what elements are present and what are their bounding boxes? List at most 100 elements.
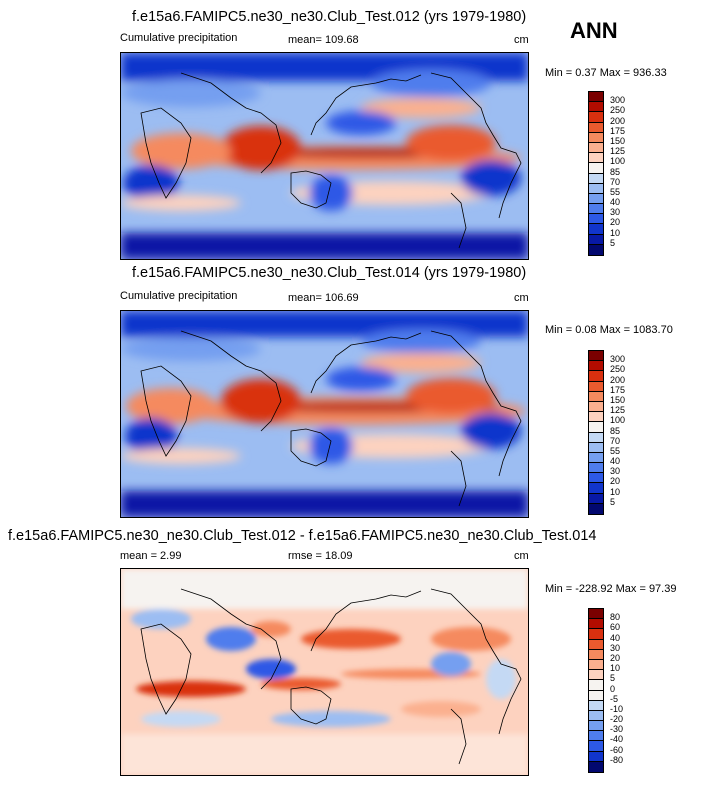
- colorbar-swatch: [589, 680, 603, 691]
- colorbar-tick-label: -20: [610, 714, 624, 725]
- colorbar-tick-label: 30: [610, 466, 621, 477]
- colorbar-tick-label: -10: [610, 703, 624, 714]
- season-label: ANN: [570, 18, 618, 43]
- colorbar-tick-label: 70: [610, 176, 621, 187]
- colorbar-swatch: [589, 493, 603, 504]
- colorbar-tick-label: 5: [610, 237, 616, 248]
- colorbar-tick-label: 70: [610, 435, 621, 446]
- colorbar-swatch: [589, 412, 603, 423]
- colorbar-tick-label: 20: [610, 652, 621, 663]
- panel3-colorbar: [588, 608, 604, 773]
- colorbar-swatch: [589, 659, 603, 671]
- panel2-colorbar: [588, 350, 604, 515]
- colorbar-tick-label: 300: [610, 95, 626, 106]
- colorbar-swatch: [589, 92, 603, 103]
- colorbar-swatch: [589, 361, 603, 372]
- colorbar-tick-label: 125: [610, 405, 626, 416]
- colorbar-tick-label: 300: [610, 354, 626, 365]
- colorbar-tick-label: 100: [610, 156, 626, 167]
- colorbar-tick-label: 40: [610, 197, 621, 208]
- colorbar-swatch: [589, 132, 603, 143]
- colorbar-swatch: [589, 153, 603, 164]
- colorbar-swatch: [589, 710, 603, 722]
- colorbar-tick-label: -40: [610, 734, 624, 745]
- colorbar-tick-label: 200: [610, 115, 626, 126]
- colorbar-tick-label: 100: [610, 415, 626, 426]
- panel3-minmax: Min = -228.92 Max = 97.39: [545, 583, 677, 595]
- colorbar-tick-label: 85: [610, 425, 621, 436]
- colorbar-tick-label: 0: [610, 683, 616, 694]
- colorbar-tick-label: 250: [610, 364, 626, 375]
- panel3-rmse: rmse = 18.09: [288, 550, 353, 562]
- colorbar-tick-label: 150: [610, 135, 626, 146]
- colorbar-swatch: [589, 102, 603, 113]
- panel3-unit: cm: [514, 550, 529, 562]
- colorbar-swatch: [589, 204, 603, 215]
- colorbar-swatch: [589, 721, 603, 732]
- colorbar-tick-label: 10: [610, 663, 621, 674]
- colorbar-swatch: [589, 244, 603, 255]
- colorbar-swatch: [589, 690, 603, 701]
- colorbar-swatch: [589, 609, 603, 620]
- colorbar-tick-label: 175: [610, 384, 626, 395]
- colorbar-tick-label: 10: [610, 227, 621, 238]
- colorbar-swatch: [589, 731, 603, 742]
- colorbar-tick-label: 20: [610, 476, 621, 487]
- colorbar-swatch: [589, 401, 603, 413]
- panel1-map-field: [121, 53, 528, 259]
- panel2-variable-label: Cumulative precipitation: [120, 290, 238, 302]
- panel2-unit: cm: [514, 292, 529, 304]
- colorbar-swatch: [589, 452, 603, 464]
- colorbar-swatch: [589, 463, 603, 474]
- panel1-map: [120, 52, 529, 260]
- colorbar-swatch: [589, 122, 603, 133]
- colorbar-swatch: [589, 193, 603, 205]
- colorbar-swatch: [589, 183, 603, 194]
- colorbar-tick-label: 55: [610, 186, 621, 197]
- colorbar-swatch: [589, 432, 603, 443]
- panel3-map-field: [121, 569, 528, 775]
- panel2-map: [120, 310, 529, 518]
- colorbar-tick-label: -5: [610, 693, 619, 704]
- colorbar-swatch: [589, 112, 603, 123]
- colorbar-swatch: [589, 173, 603, 184]
- panel1-unit: cm: [514, 34, 529, 46]
- panel2-title: f.e15a6.FAMIPC5.ne30_ne30.Club_Test.014 …: [132, 265, 527, 281]
- colorbar-swatch: [589, 214, 603, 225]
- colorbar-tick-label: 40: [610, 456, 621, 467]
- colorbar-tick-label: 30: [610, 207, 621, 218]
- panel3-map: [120, 568, 529, 776]
- colorbar-swatch: [589, 163, 603, 174]
- panel2-minmax: Min = 0.08 Max = 1083.70: [545, 324, 673, 336]
- panel1-minmax: Min = 0.37 Max = 936.33: [545, 67, 667, 79]
- colorbar-swatch: [589, 483, 603, 494]
- colorbar-tick-label: -30: [610, 724, 624, 735]
- colorbar-tick-label: 125: [610, 146, 626, 157]
- colorbar-tick-label: 200: [610, 374, 626, 385]
- colorbar-swatch: [589, 741, 603, 752]
- colorbar-tick-label: 250: [610, 105, 626, 116]
- colorbar-tick-label: -60: [610, 744, 624, 755]
- colorbar-swatch: [589, 761, 603, 772]
- colorbar-swatch: [589, 473, 603, 484]
- colorbar-tick-label: 30: [610, 642, 621, 653]
- colorbar-swatch: [589, 649, 603, 660]
- panel2-mean: mean= 106.69: [288, 292, 359, 304]
- colorbar-tick-label: 10: [610, 486, 621, 497]
- panel3-title: f.e15a6.FAMIPC5.ne30_ne30.Club_Test.012 …: [8, 528, 597, 544]
- colorbar-swatch: [589, 422, 603, 433]
- colorbar-swatch: [589, 670, 603, 681]
- colorbar-swatch: [589, 751, 603, 762]
- colorbar-swatch: [589, 351, 603, 362]
- colorbar-tick-label: 85: [610, 166, 621, 177]
- colorbar-swatch: [589, 619, 603, 630]
- colorbar-swatch: [589, 224, 603, 235]
- colorbar-tick-label: 80: [610, 612, 621, 623]
- colorbar-tick-label: 55: [610, 445, 621, 456]
- colorbar-tick-label: 175: [610, 125, 626, 136]
- colorbar-tick-label: 5: [610, 496, 616, 507]
- colorbar-tick-label: 5: [610, 673, 616, 684]
- panel3-mean: mean = 2.99: [120, 550, 182, 562]
- colorbar-swatch: [589, 391, 603, 402]
- panel1-title: f.e15a6.FAMIPC5.ne30_ne30.Club_Test.012 …: [132, 9, 527, 25]
